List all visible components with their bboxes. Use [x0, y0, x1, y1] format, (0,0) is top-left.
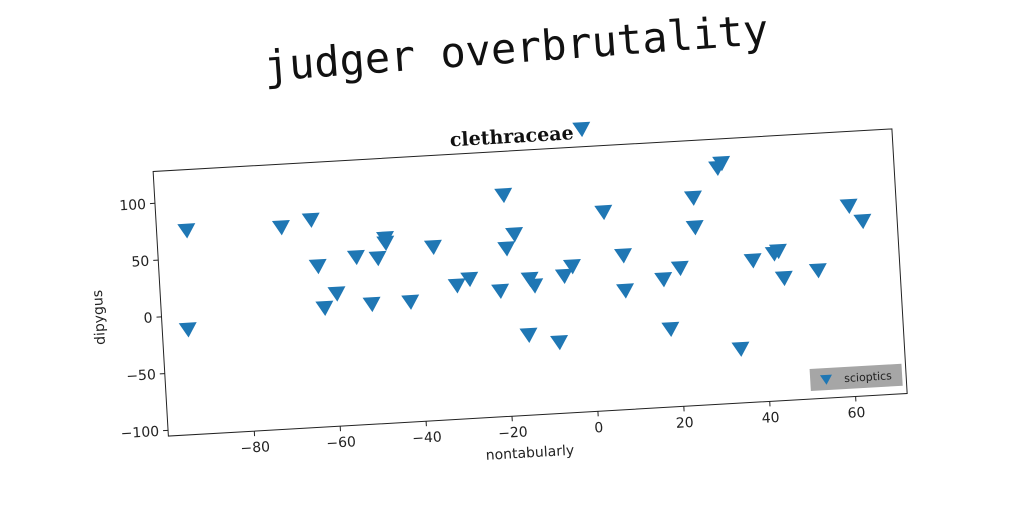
data-point — [308, 258, 327, 275]
chart-title: clethraceae — [449, 122, 574, 151]
data-point — [853, 213, 872, 230]
data-point — [423, 239, 442, 256]
data-point — [178, 322, 197, 338]
data-point — [327, 286, 346, 302]
data-point — [368, 250, 387, 267]
data-point — [768, 243, 787, 260]
y-axis-label: dipygus — [90, 289, 109, 345]
data-point — [661, 321, 680, 338]
data-point — [346, 249, 365, 266]
x-tick-label: −20 — [498, 424, 528, 442]
data-point — [447, 278, 466, 294]
data-point — [685, 220, 704, 236]
y-tick-label: 50 — [131, 254, 150, 271]
data-point — [362, 296, 381, 313]
x-axis: −80 −60 −40 −20 0 20 40 60 — [240, 396, 866, 457]
data-point — [519, 327, 538, 343]
data-point — [808, 263, 827, 279]
legend-box — [809, 363, 903, 392]
data-point — [562, 259, 581, 275]
data-point — [494, 187, 513, 204]
y-axis: −100 −50 0 50 100 — [119, 197, 169, 442]
x-tick-label: 0 — [594, 420, 604, 436]
y-tick-label: −100 — [120, 424, 159, 442]
data-point — [177, 223, 196, 239]
x-tick-label: 40 — [761, 410, 780, 427]
x-tick-label: 20 — [675, 415, 694, 432]
data-point — [271, 219, 290, 236]
data-point — [654, 271, 673, 288]
legend-marker — [819, 374, 832, 385]
data-point — [376, 231, 394, 247]
data-point — [572, 121, 591, 138]
y-tick-label: 100 — [119, 197, 147, 215]
x-tick-label: 60 — [847, 405, 866, 422]
data-point — [491, 283, 510, 300]
x-tick-label: −40 — [412, 429, 442, 447]
data-point — [839, 198, 858, 214]
y-tick-label: −50 — [126, 367, 156, 385]
data-point — [743, 253, 762, 269]
data-point — [774, 270, 793, 287]
plot-frame — [152, 128, 908, 437]
data-point — [401, 294, 420, 310]
x-tick-label: −60 — [326, 434, 356, 452]
data-points — [177, 121, 872, 357]
data-point — [315, 300, 334, 316]
data-point — [554, 268, 573, 284]
data-point — [731, 341, 750, 357]
y-tick-label: 0 — [143, 310, 153, 326]
legend: scioptics — [809, 363, 903, 392]
data-point — [525, 278, 544, 294]
legend-label: scioptics — [844, 369, 893, 385]
data-point — [712, 155, 731, 172]
x-axis-label: nontabularly — [485, 443, 574, 464]
data-point — [550, 334, 569, 351]
data-point — [460, 271, 479, 288]
data-point — [670, 260, 689, 277]
chart-area: clethraceae −80 −60 −40 −20 0 20 40 60 −100 −50 0… — [90, 121, 908, 464]
data-point — [616, 283, 635, 299]
data-point — [614, 248, 632, 264]
x-tick-label: −80 — [240, 439, 270, 457]
data-point — [505, 227, 524, 243]
data-point — [497, 241, 516, 257]
data-point — [301, 212, 320, 228]
data-point — [683, 190, 702, 206]
data-point — [594, 204, 613, 221]
